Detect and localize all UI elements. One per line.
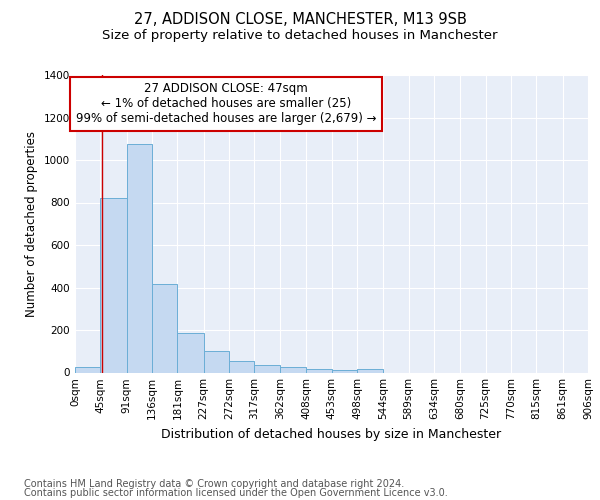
Bar [203, 351, 229, 372]
Bar [229, 361, 254, 372]
Bar [357, 370, 383, 372]
X-axis label: Distribution of detached houses by size in Manchester: Distribution of detached houses by size … [161, 428, 502, 441]
Bar [331, 370, 357, 372]
Text: Contains HM Land Registry data © Crown copyright and database right 2024.: Contains HM Land Registry data © Crown c… [24, 479, 404, 489]
Text: Contains public sector information licensed under the Open Government Licence v3: Contains public sector information licen… [24, 488, 448, 498]
Bar [152, 284, 178, 372]
Bar [100, 198, 127, 372]
Bar [280, 367, 306, 372]
Bar [75, 367, 100, 372]
Text: 27 ADDISON CLOSE: 47sqm
← 1% of detached houses are smaller (25)
99% of semi-det: 27 ADDISON CLOSE: 47sqm ← 1% of detached… [76, 82, 377, 126]
Bar [306, 370, 331, 372]
Bar [178, 333, 203, 372]
Bar [254, 365, 280, 372]
Text: Size of property relative to detached houses in Manchester: Size of property relative to detached ho… [102, 29, 498, 42]
Y-axis label: Number of detached properties: Number of detached properties [25, 130, 38, 317]
Bar [127, 144, 152, 372]
Text: 27, ADDISON CLOSE, MANCHESTER, M13 9SB: 27, ADDISON CLOSE, MANCHESTER, M13 9SB [134, 12, 466, 28]
